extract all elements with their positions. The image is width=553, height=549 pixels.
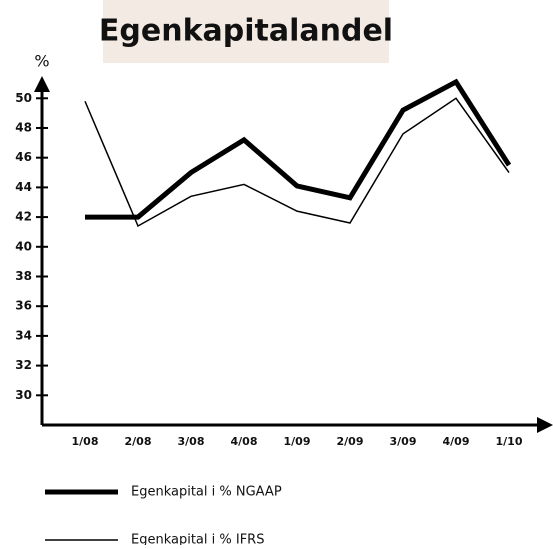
legend-label: Egenkapital i % NGAAP — [131, 485, 282, 500]
legend-label: Egenkapital i % IFRS — [131, 533, 264, 546]
title-box — [103, 0, 389, 63]
x-tick-label: 1/10 — [496, 435, 523, 448]
y-tick-label: 34 — [15, 328, 32, 342]
y-tick-label: 50 — [15, 91, 32, 105]
y-tick-label: 30 — [15, 388, 32, 402]
x-tick-label: 4/08 — [231, 435, 258, 448]
x-tick-label: 4/09 — [443, 435, 470, 448]
y-tick-label: 42 — [15, 210, 32, 224]
y-arrow — [34, 76, 50, 92]
y-tick-label: 48 — [15, 120, 32, 134]
y-axis-label: % — [34, 52, 49, 71]
x-tick-label: 2/08 — [125, 435, 152, 448]
y-tick-label: 36 — [15, 299, 32, 313]
y-tick-label: 32 — [15, 358, 32, 372]
x-arrow — [537, 417, 553, 433]
x-tick-label: 2/09 — [337, 435, 364, 448]
series-line — [84, 97, 510, 228]
series-line — [85, 78, 512, 220]
chart-title: Egenkapitalandel — [99, 14, 393, 49]
y-tick-label: 46 — [15, 150, 32, 164]
y-tick-label: 40 — [15, 239, 32, 253]
x-tick-label: 3/08 — [178, 435, 205, 448]
x-tick-label: 1/09 — [284, 435, 311, 448]
x-tick-label: 1/08 — [72, 435, 99, 448]
x-tick-label: 3/09 — [390, 435, 417, 448]
y-tick-label: 38 — [15, 269, 32, 283]
y-tick-label: 44 — [15, 180, 32, 194]
